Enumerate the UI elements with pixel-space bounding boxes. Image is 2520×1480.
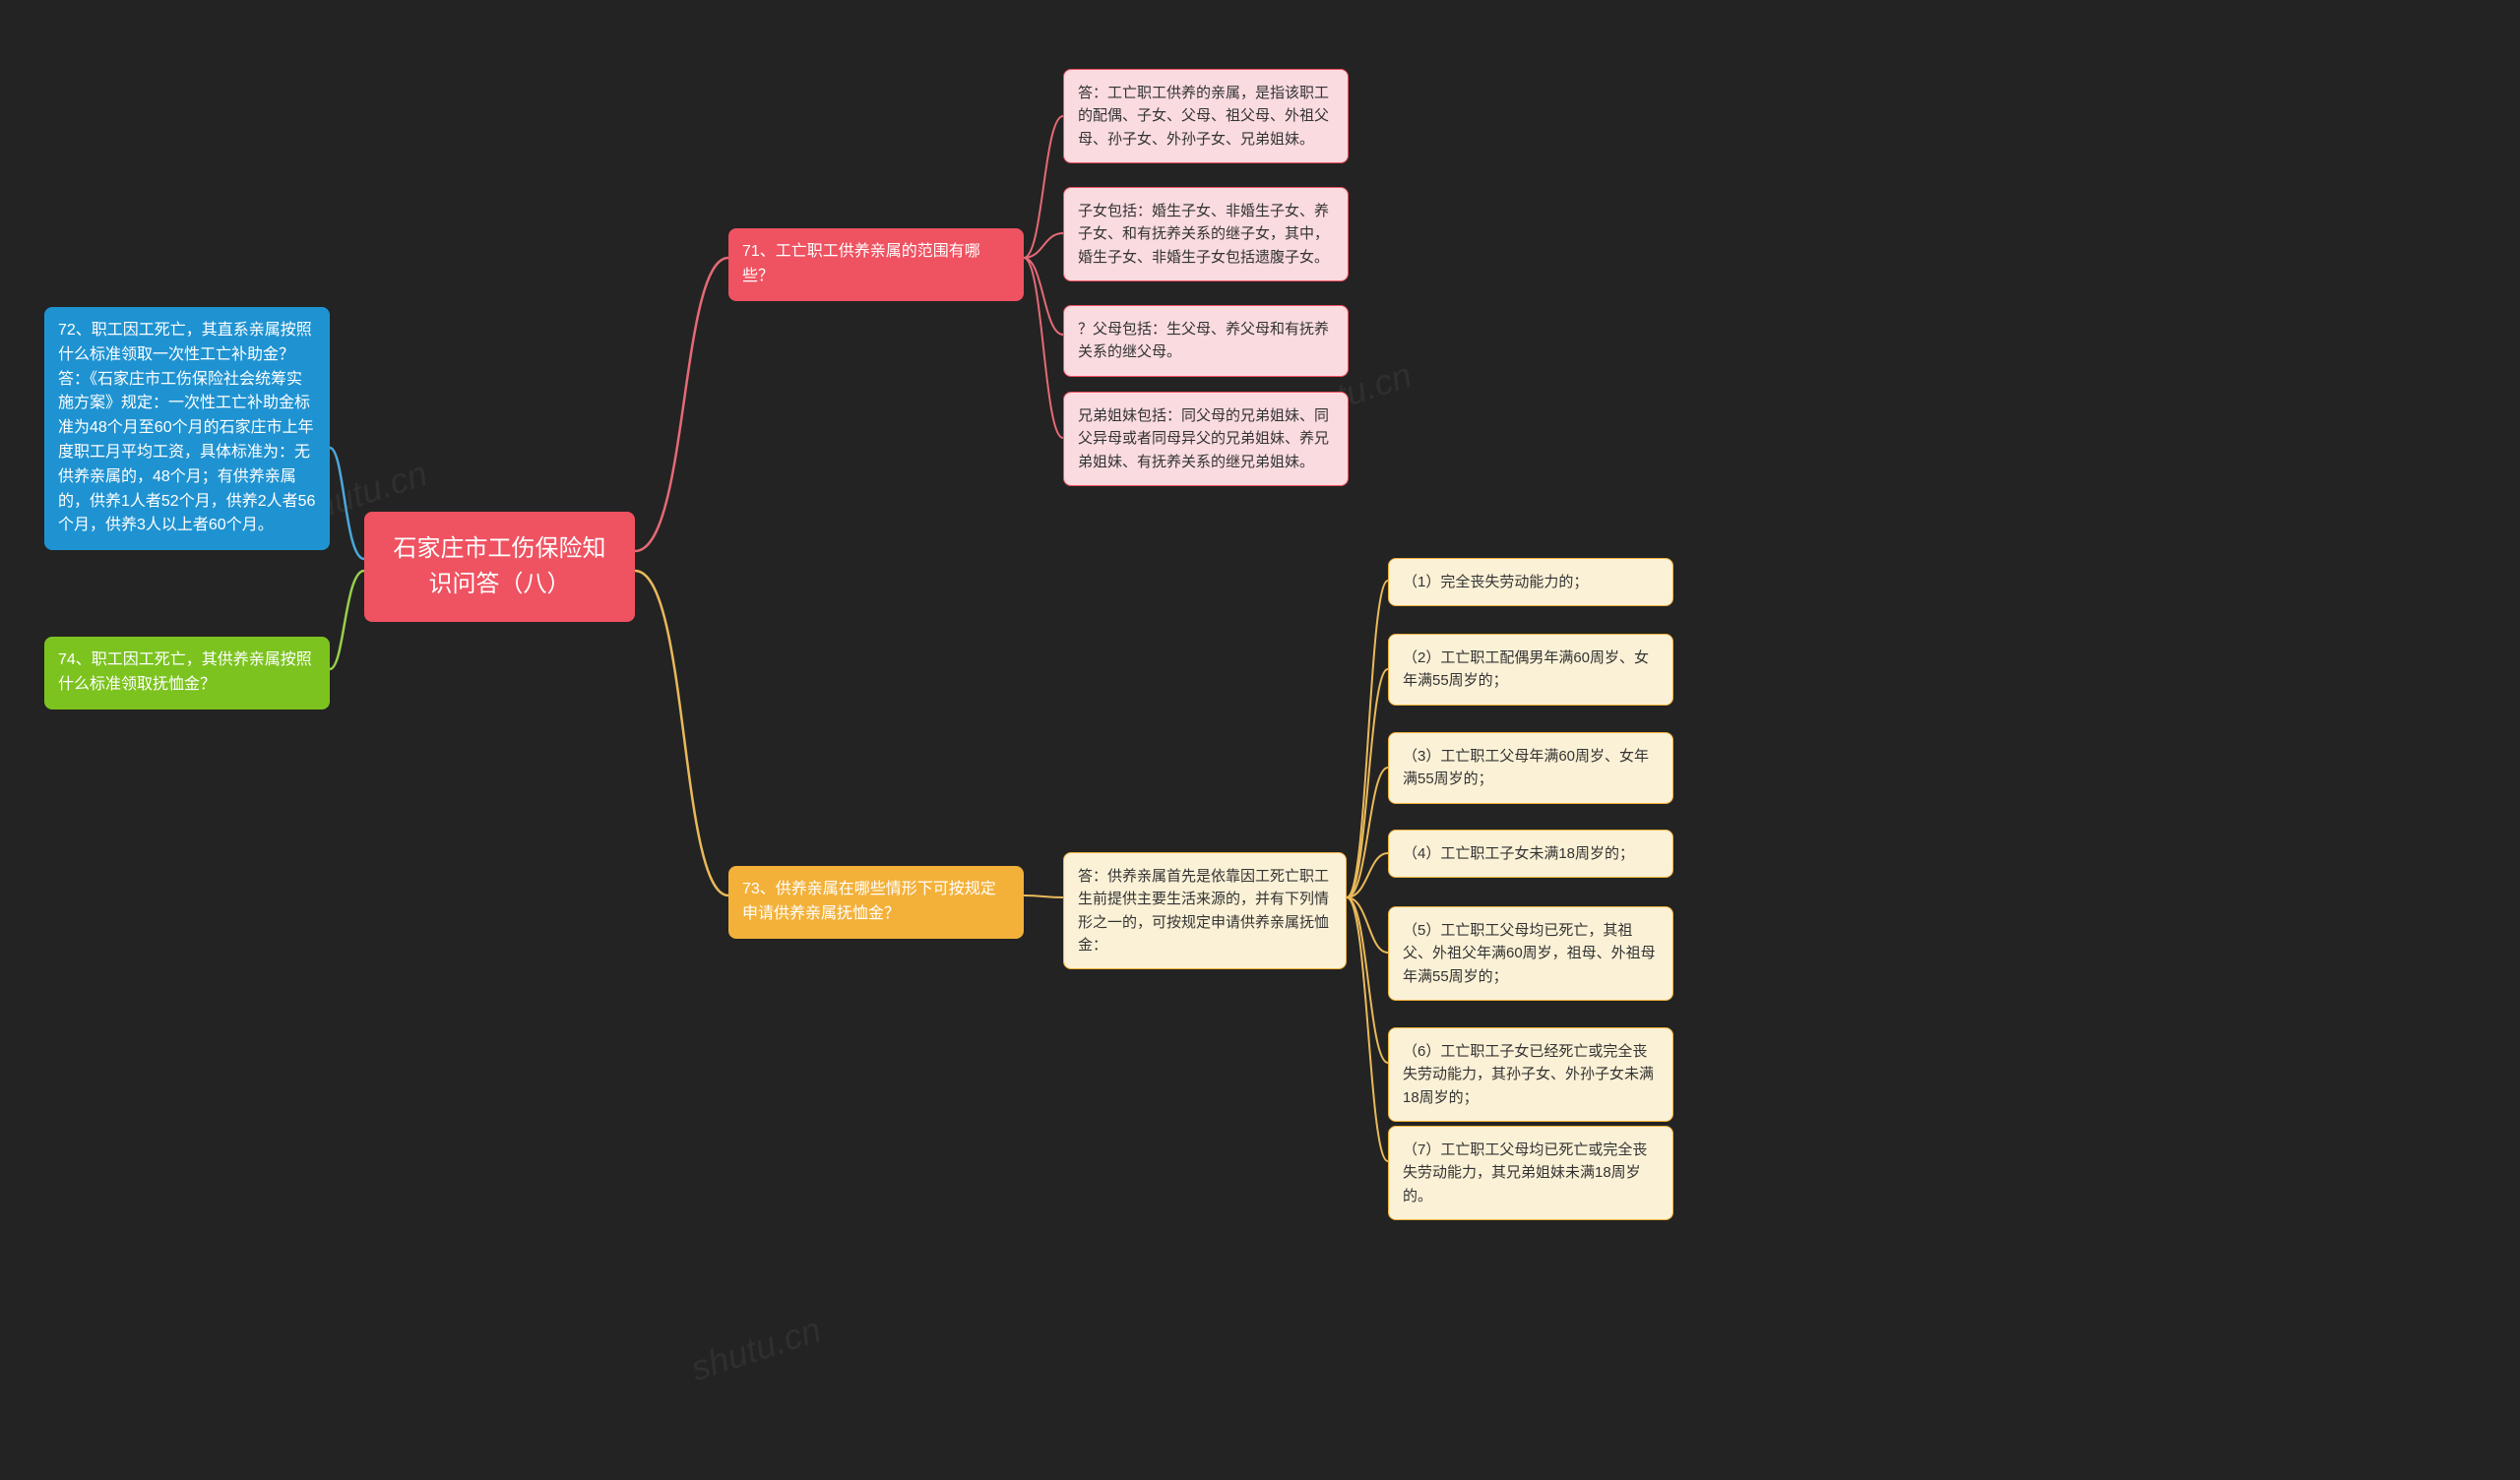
q73-leaf: （5）工亡职工父母均已死亡，其祖父、外祖父年满60周岁，祖母、外祖母年满55周岁… — [1388, 906, 1673, 1001]
node-q71: 71、工亡职工供养亲属的范围有哪些？ — [728, 228, 1024, 301]
node-q73: 73、供养亲属在哪些情形下可按规定申请供养亲属抚恤金？ — [728, 866, 1024, 939]
q73-leaf: （2）工亡职工配偶男年满60周岁、女年满55周岁的； — [1388, 634, 1673, 706]
q71-leaf: ？父母包括：生父母、养父母和有抚养关系的继父母。 — [1063, 305, 1349, 377]
node-q72: 72、职工因工死亡，其直系亲属按照什么标准领取一次性工亡补助金？ 答：《石家庄市… — [44, 307, 330, 550]
root-node: 石家庄市工伤保险知识问答（八） — [364, 512, 635, 622]
q73-leaf: （6）工亡职工子女已经死亡或完全丧失劳动能力，其孙子女、外孙子女未满18周岁的； — [1388, 1027, 1673, 1122]
q73-leaf: （4）工亡职工子女未满18周岁的； — [1388, 830, 1673, 878]
q73-leaf: （7）工亡职工父母均已死亡或完全丧失劳动能力，其兄弟姐妹未满18周岁的。 — [1388, 1126, 1673, 1220]
q71-leaf: 兄弟姐妹包括：同父母的兄弟姐妹、同父异母或者同母异父的兄弟姐妹、养兄弟姐妹、有抚… — [1063, 392, 1349, 486]
q71-leaf: 答：工亡职工供养的亲属，是指该职工的配偶、子女、父母、祖父母、外祖父母、孙子女、… — [1063, 69, 1349, 163]
q73-leaf: （3）工亡职工父母年满60周岁、女年满55周岁的； — [1388, 732, 1673, 804]
q73-leaf: （1）完全丧失劳动能力的； — [1388, 558, 1673, 606]
node-q74: 74、职工因工死亡，其供养亲属按照什么标准领取抚恤金？ — [44, 637, 330, 709]
q73-answer: 答：供养亲属首先是依靠因工死亡职工生前提供主要生活来源的，并有下列情形之一的，可… — [1063, 852, 1347, 969]
q71-leaf: 子女包括：婚生子女、非婚生子女、养子女、和有抚养关系的继子女，其中，婚生子女、非… — [1063, 187, 1349, 281]
watermark: shutu.cn — [686, 1309, 826, 1389]
